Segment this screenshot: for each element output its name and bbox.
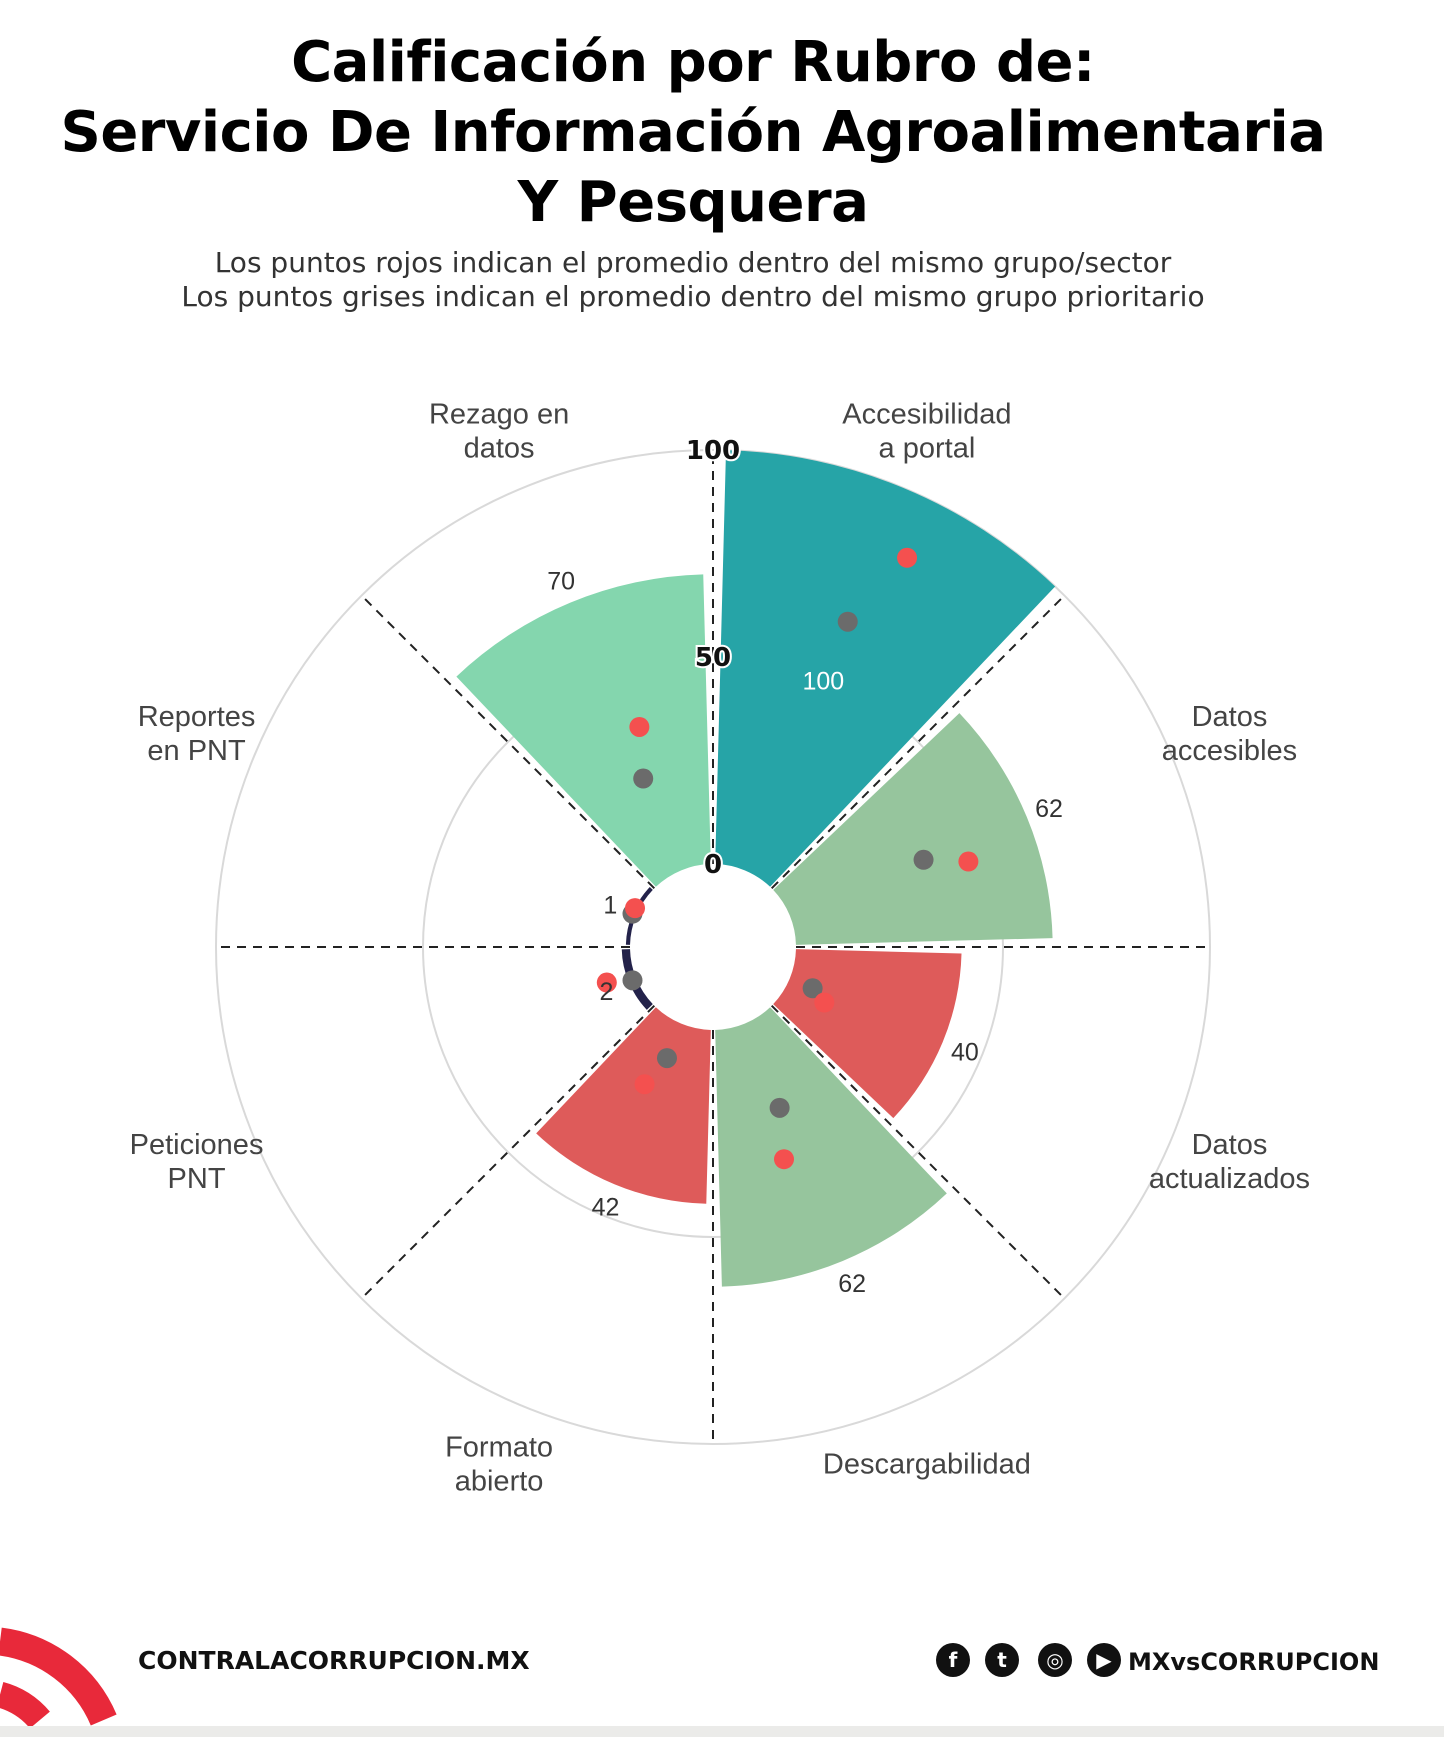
category-label-line: a portal (879, 433, 976, 465)
grey-avg-dot (769, 1097, 790, 1118)
radial-gridline (360, 594, 656, 890)
chart-subtitle: Los puntos rojos indican el promedio den… (0, 246, 1386, 314)
title-line: Calificación por Rubro de: (291, 30, 1095, 95)
center-hole (631, 865, 795, 1029)
category-label-line: abierto (455, 1465, 544, 1497)
category-label-line: Datos (1192, 1129, 1268, 1161)
grey-avg-dot (837, 611, 858, 632)
bar (536, 1007, 711, 1204)
radial-tick-label: 50 (695, 643, 731, 673)
category-label: Accesibilidad a portal (842, 399, 1011, 465)
category-label-line: Formato (445, 1431, 553, 1463)
category-label: Descargabilidad (823, 1448, 1031, 1480)
red-avg-dot (774, 1149, 795, 1170)
radial-tick-label: 100 (686, 436, 740, 466)
category-label-line: PNT (168, 1163, 226, 1195)
category-label: Rezago en datos (429, 399, 569, 465)
grey-avg-dot (802, 978, 823, 999)
value-label: 62 (838, 1270, 866, 1298)
category-label-line: Reportes (138, 701, 256, 733)
title-line: Y Pesquera (517, 170, 869, 235)
value-label: 100 (802, 668, 844, 696)
red-avg-dot (634, 1074, 655, 1095)
category-label-line: Accesibilidad (842, 399, 1011, 431)
category-label-line: Datos (1192, 701, 1268, 733)
red-avg-dot (814, 992, 835, 1013)
bar (715, 1007, 947, 1287)
radial-gridline (770, 594, 1066, 890)
category-label: Datos actualizados (1149, 1129, 1310, 1195)
twitter-icon[interactable]: t (985, 1643, 1019, 1677)
radial-tick-label: 0 (704, 850, 722, 880)
red-avg-dot (958, 851, 979, 872)
youtube-icon[interactable]: ▶ (1087, 1643, 1121, 1677)
red-avg-dot (596, 972, 617, 993)
bar (456, 574, 711, 887)
bar (621, 949, 653, 1010)
instagram-icon[interactable]: ◎ (1038, 1643, 1072, 1677)
chart-title: Calificación por Rubro de: Servicio De I… (0, 28, 1386, 238)
category-label-line: Peticiones (130, 1129, 264, 1161)
category-label-line: Rezago en (429, 399, 569, 431)
title-line: Servicio De Información Agroalimentaria (60, 100, 1326, 165)
logo-arcs (0, 1627, 117, 1726)
grid-circle (215, 449, 1211, 1445)
red-avg-dot (629, 716, 650, 737)
bar (773, 713, 1053, 945)
value-label: 40 (951, 1038, 979, 1066)
category-label: Reportes en PNT (138, 701, 256, 767)
value-label: 42 (592, 1193, 620, 1221)
category-label: Peticiones PNT (130, 1129, 264, 1195)
grid-circle (422, 656, 1004, 1238)
bar (625, 887, 653, 945)
facebook-icon[interactable]: f (936, 1643, 970, 1677)
grey-avg-dot (913, 849, 934, 870)
red-avg-dot (625, 898, 646, 919)
subtitle-line: Los puntos rojos indican el promedio den… (214, 246, 1172, 279)
grey-avg-dot (633, 768, 654, 789)
bar (715, 450, 1056, 887)
subtitle-line: Los puntos grises indican el promedio de… (181, 280, 1205, 313)
category-label-line: Descargabilidad (823, 1448, 1031, 1480)
grey-avg-dot (656, 1048, 677, 1069)
footer-handle[interactable]: MXvsCORRUPCION (1128, 1648, 1380, 1676)
footer-site[interactable]: CONTRALACORRUPCION.MX (138, 1646, 530, 1675)
value-label: 1 (603, 891, 617, 919)
category-label-line: en PNT (147, 735, 246, 767)
category-label: Formato abierto (445, 1431, 553, 1497)
category-label-line: accesibles (1162, 735, 1297, 767)
category-label-line: actualizados (1149, 1163, 1310, 1195)
bottom-band (0, 1726, 1444, 1737)
red-avg-dot (897, 547, 918, 568)
category-label: Datos accesibles (1162, 701, 1297, 767)
value-label: 70 (547, 567, 575, 595)
radial-gridline (360, 1004, 656, 1300)
value-label: 62 (1035, 795, 1063, 823)
radial-gridline (770, 1004, 1066, 1300)
category-label-line: datos (464, 433, 535, 465)
value-label: 2 (600, 978, 614, 1006)
grey-avg-dot (622, 970, 643, 991)
